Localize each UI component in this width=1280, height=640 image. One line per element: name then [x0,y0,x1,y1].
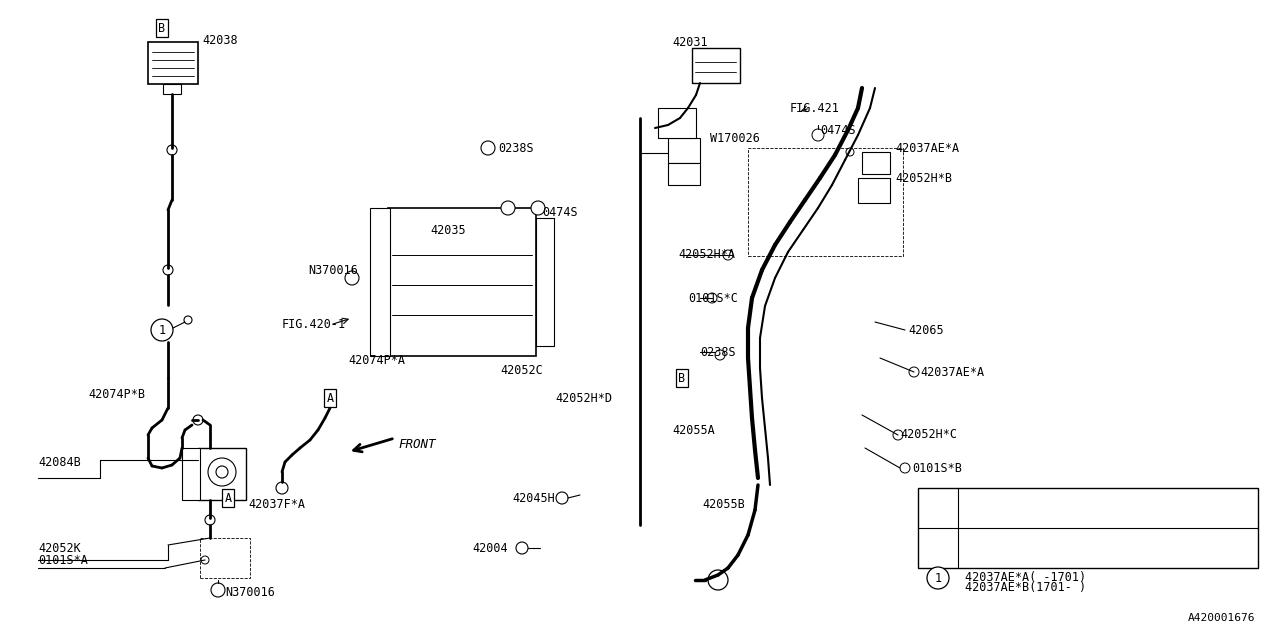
Circle shape [193,415,204,425]
Circle shape [556,492,568,504]
Bar [536,218,554,346]
Text: 42052H*D: 42052H*D [556,392,612,404]
Text: 0474S: 0474S [820,124,855,136]
Text: 42037AE*A: 42037AE*A [895,141,959,154]
Circle shape [166,145,177,155]
Circle shape [481,141,495,155]
Circle shape [211,583,225,597]
Text: B: B [678,371,686,385]
Text: FRONT: FRONT [398,438,435,451]
Bar [148,42,198,84]
Text: 0101S*A: 0101S*A [38,554,88,566]
Text: 42052C: 42052C [500,364,543,376]
Bar [163,84,180,94]
Text: 42037AE*B(1701- ): 42037AE*B(1701- ) [965,582,1087,595]
Circle shape [163,265,173,275]
Circle shape [716,350,724,360]
Text: 42038: 42038 [202,33,238,47]
Bar [918,488,1258,568]
Bar [668,138,700,163]
Text: 42045H: 42045H [512,492,554,504]
Circle shape [346,271,358,285]
Bar [692,48,740,83]
Circle shape [846,148,854,156]
Text: N370016: N370016 [225,586,275,598]
Text: FIG.421: FIG.421 [790,102,840,115]
Text: 42074P*A: 42074P*A [348,353,404,367]
Bar [198,448,246,500]
Text: 42084B: 42084B [38,456,81,468]
Text: 42037AE*A: 42037AE*A [920,365,984,378]
Circle shape [216,466,228,478]
Bar [668,163,700,185]
Bar [658,108,696,138]
Text: 42052K: 42052K [38,541,81,554]
Bar [370,208,390,356]
Bar [858,178,890,203]
Circle shape [900,463,910,473]
Circle shape [500,201,515,215]
Text: 42055A: 42055A [672,424,714,436]
Text: 42037AE*A( -1701): 42037AE*A( -1701) [965,572,1087,584]
Text: 42035: 42035 [430,223,466,237]
Circle shape [723,250,733,260]
Text: 0101S*C: 0101S*C [689,291,737,305]
Text: A420001676: A420001676 [1188,613,1254,623]
Text: FIG.420-1: FIG.420-1 [282,319,346,332]
Circle shape [201,556,209,564]
Text: 42052H*B: 42052H*B [895,172,952,184]
Circle shape [205,515,215,525]
Circle shape [207,458,236,486]
Bar [861,152,890,174]
Text: 0238S: 0238S [498,141,534,154]
Text: 42055B: 42055B [701,499,745,511]
Bar [748,148,902,256]
Text: 0474S: 0474S [541,205,577,218]
Text: 0238S: 0238S [700,346,736,358]
Circle shape [151,319,173,341]
Circle shape [184,316,192,324]
Circle shape [909,367,919,377]
Circle shape [516,542,529,554]
Text: B: B [159,22,165,35]
Circle shape [812,129,824,141]
Text: 0101S*B: 0101S*B [911,461,961,474]
Circle shape [893,430,902,440]
Text: 42052H*C: 42052H*C [900,429,957,442]
Text: A: A [224,492,232,504]
Circle shape [531,201,545,215]
Text: 42065: 42065 [908,323,943,337]
Text: 1: 1 [159,323,165,337]
Text: N370016: N370016 [308,264,358,276]
Text: A: A [326,392,334,404]
Bar [388,208,536,356]
Bar [200,538,250,578]
Text: 42074P*B: 42074P*B [88,388,145,401]
Text: W170026: W170026 [710,131,760,145]
Circle shape [927,567,948,589]
Text: 42004: 42004 [472,541,508,554]
Bar [182,448,200,500]
Text: 42031: 42031 [672,35,708,49]
Circle shape [708,570,728,590]
Text: 42037F*A: 42037F*A [248,499,305,511]
Circle shape [707,293,717,303]
Text: 42052H*A: 42052H*A [678,248,735,262]
Circle shape [276,482,288,494]
Text: 1: 1 [934,572,942,584]
